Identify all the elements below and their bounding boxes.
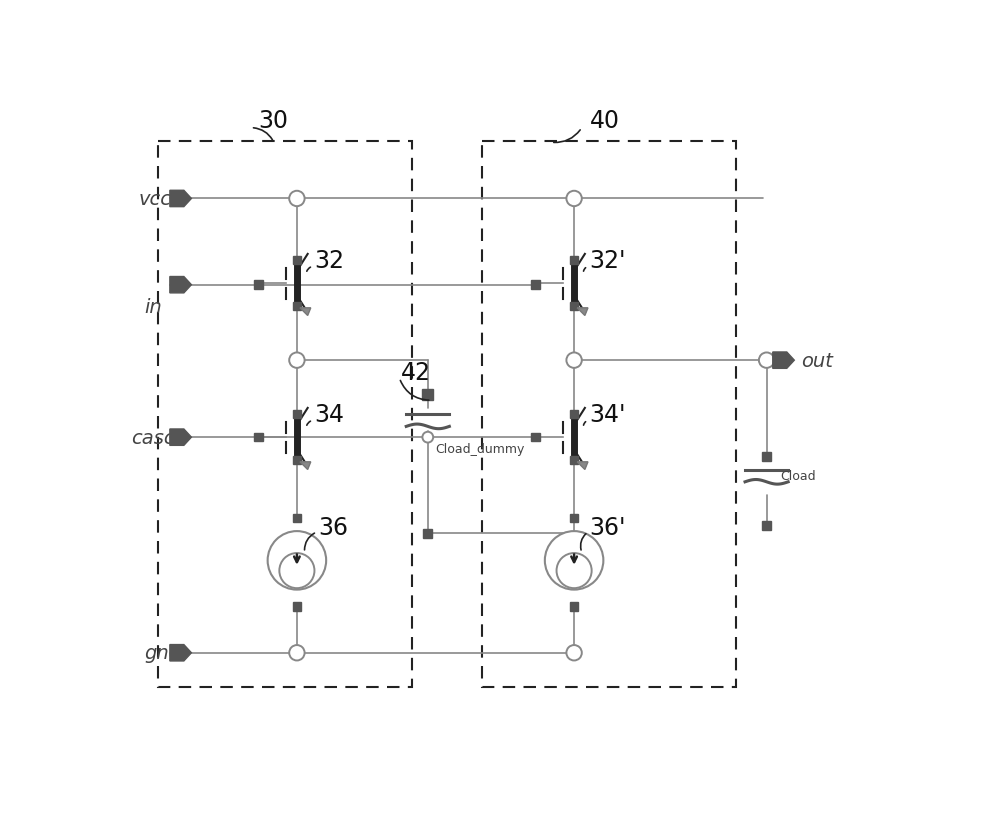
Bar <box>531 281 540 289</box>
Bar <box>423 529 432 538</box>
Bar <box>158 141 412 687</box>
Circle shape <box>566 645 582 661</box>
Bar <box>570 303 578 311</box>
Bar <box>570 603 578 611</box>
Polygon shape <box>577 308 588 316</box>
Text: 30: 30 <box>258 109 288 133</box>
Bar <box>482 141 736 687</box>
Bar <box>254 281 263 289</box>
Circle shape <box>545 532 603 590</box>
Bar <box>293 410 301 418</box>
Bar <box>531 433 540 442</box>
Circle shape <box>289 353 305 368</box>
Circle shape <box>422 433 433 443</box>
Text: 34': 34' <box>590 403 626 427</box>
Circle shape <box>566 192 582 207</box>
Circle shape <box>566 353 582 368</box>
Polygon shape <box>170 277 191 294</box>
Circle shape <box>268 532 326 590</box>
Polygon shape <box>577 462 588 470</box>
Polygon shape <box>773 352 794 369</box>
Text: casc: casc <box>131 428 175 447</box>
Circle shape <box>557 553 592 589</box>
Text: vcc: vcc <box>139 189 172 208</box>
Circle shape <box>759 353 774 368</box>
Text: Cload: Cload <box>780 470 816 483</box>
Bar <box>254 433 263 442</box>
Circle shape <box>289 645 305 661</box>
Text: 32: 32 <box>315 249 345 273</box>
Bar <box>293 603 301 611</box>
Text: 40: 40 <box>590 109 620 133</box>
Polygon shape <box>170 429 191 446</box>
Bar <box>293 303 301 311</box>
Polygon shape <box>170 191 191 208</box>
Bar <box>570 514 578 523</box>
Polygon shape <box>170 645 191 661</box>
Text: Cload_dummy: Cload_dummy <box>436 442 525 456</box>
Text: out: out <box>801 351 833 370</box>
Polygon shape <box>300 308 311 316</box>
Text: gnd: gnd <box>144 643 182 662</box>
Bar <box>570 256 578 265</box>
Text: 32': 32' <box>590 249 626 273</box>
Bar <box>293 514 301 523</box>
Bar <box>293 457 301 465</box>
Text: 36': 36' <box>590 515 626 539</box>
Bar <box>762 522 771 530</box>
Polygon shape <box>300 462 311 470</box>
Text: 34: 34 <box>315 403 345 427</box>
Text: 42: 42 <box>401 361 431 385</box>
Bar <box>293 256 301 265</box>
Text: in: in <box>144 298 162 317</box>
Bar <box>570 457 578 465</box>
Text: 36: 36 <box>318 515 348 539</box>
Bar <box>762 452 771 461</box>
Bar <box>570 410 578 418</box>
Circle shape <box>279 553 314 589</box>
Bar <box>422 390 433 401</box>
Circle shape <box>289 192 305 207</box>
